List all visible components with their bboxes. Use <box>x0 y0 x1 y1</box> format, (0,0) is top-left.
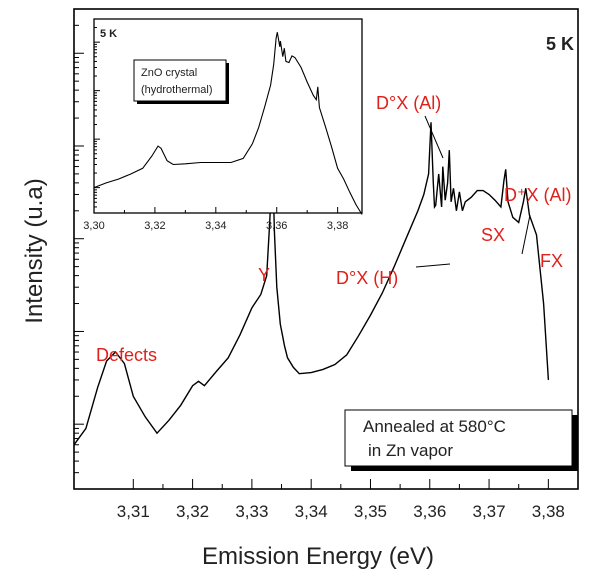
main-x-ticks: 3,31 3,32 3,33 3,34 3,35 3,36 3,37 3,38 <box>117 479 565 521</box>
main-legend-box: Annealed at 580°C in Zn vapor <box>344 409 578 471</box>
annotation-fx: FX <box>540 251 563 271</box>
inset-y-ticks <box>94 18 100 214</box>
main-series-line <box>73 122 550 446</box>
inset-legend-box <box>133 59 227 102</box>
inset-x-tick-label: 3,34 <box>205 220 226 232</box>
callout-d0x-h-line <box>415 263 451 268</box>
inset-x-tick-label: 3,30 <box>83 220 104 232</box>
main-legend-line2: in Zn vapor <box>368 441 453 460</box>
inset-chart: 3,30 3,32 3,34 3,36 3,38 5 K ZnO crystal (hy… <box>83 18 363 232</box>
inset-x-tick-label: 3,36 <box>266 220 287 232</box>
inset-legend-line2: (hydrothermal) <box>141 84 213 96</box>
annotation-sx: SX <box>481 225 505 245</box>
inset-title: 5 K <box>100 28 117 40</box>
inset-x-tick-label: 3,38 <box>327 220 348 232</box>
main-y-ticks <box>74 8 84 490</box>
main-x-tick-label: 3,38 <box>532 502 565 521</box>
main-legend-line1: Annealed at 580°C <box>363 417 506 436</box>
inset-series-line <box>93 32 363 215</box>
inset-plot-frame <box>93 18 363 214</box>
x-axis-label: Emission Energy (eV) <box>202 543 434 570</box>
inset-x-tick-label: 3,32 <box>144 220 165 232</box>
annotation-defects: Defects <box>96 345 157 365</box>
main-x-tick-label: 3,36 <box>413 502 446 521</box>
main-x-tick-label: 3,33 <box>235 502 268 521</box>
annotation-d-plus-x-al: D⁺X (Al) <box>504 185 572 205</box>
main-x-tick-label: 3,32 <box>176 502 209 521</box>
callout-d-plus-x-al-line <box>521 214 531 255</box>
main-x-tick-label: 3,35 <box>354 502 387 521</box>
main-x-tick-label: 3,34 <box>295 502 328 521</box>
callout-d0x-al-line <box>424 115 444 159</box>
main-x-tick-label: 3,37 <box>473 502 506 521</box>
annotation-d0x-al: D°X (Al) <box>376 93 441 113</box>
main-title: 5 K <box>546 34 574 54</box>
main-plot-frame <box>73 8 579 490</box>
annotation-d0x-h: D°X (H) <box>336 268 398 288</box>
annotation-y: Y <box>258 265 270 285</box>
inset-x-ticks: 3,30 3,32 3,34 3,36 3,38 <box>83 207 348 232</box>
y-axis-label: Intensity (u.a) <box>21 178 48 323</box>
main-x-tick-label: 3,31 <box>117 502 150 521</box>
inset-legend-line1: ZnO crystal <box>141 67 197 79</box>
